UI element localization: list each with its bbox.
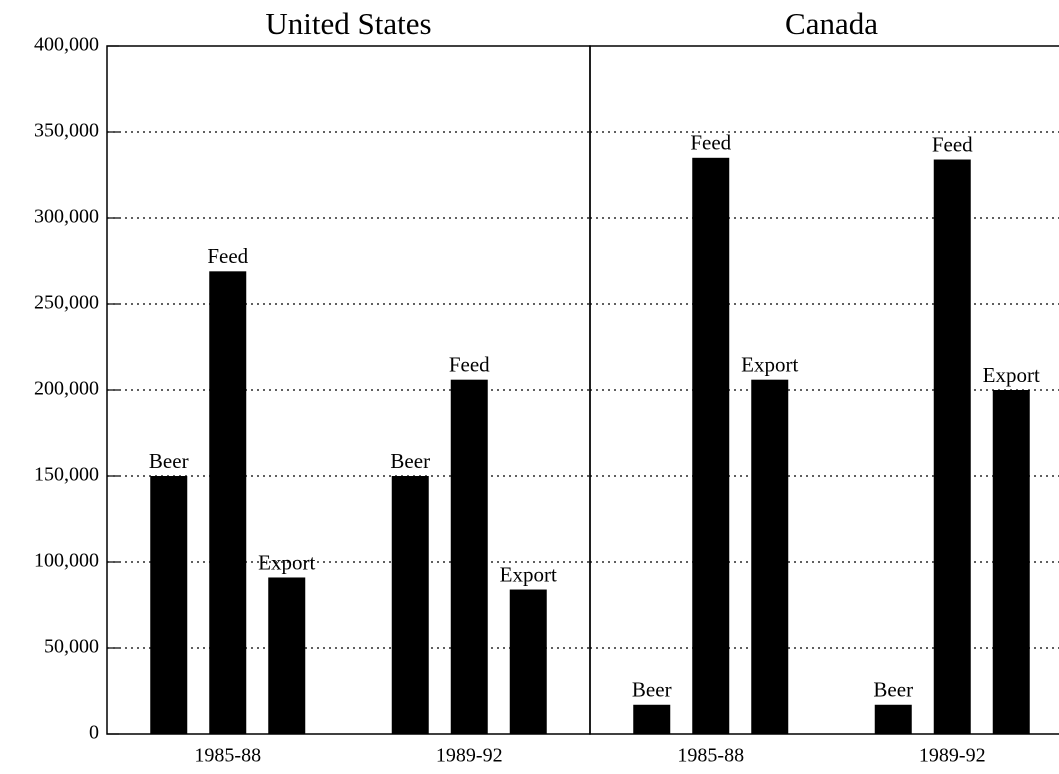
y-tick-label: 250,000 (34, 292, 99, 314)
bar (874, 704, 912, 734)
bar-label: Feed (449, 352, 490, 376)
bar (509, 589, 547, 734)
panel-title: United States (265, 6, 431, 41)
y-tick-label: 300,000 (34, 206, 99, 228)
bar-label: Export (741, 352, 798, 376)
y-tick-label: 150,000 (34, 464, 99, 486)
panel-frame (589, 45, 1059, 735)
y-tick-label: 400,000 (34, 34, 99, 56)
bar (209, 271, 247, 734)
panel-title: Canada (785, 6, 878, 41)
bar (391, 476, 429, 734)
bar (150, 476, 188, 734)
y-tick-label: 50,000 (44, 636, 99, 658)
bar-label: Export (258, 550, 315, 574)
bar (933, 159, 971, 734)
bar-label: Feed (207, 244, 248, 268)
x-tick-label: 1989-92 (919, 745, 986, 767)
y-tick-label: 350,000 (34, 120, 99, 142)
bar (751, 379, 789, 734)
bar-label: Beer (149, 449, 189, 473)
bar-label: Export (983, 363, 1040, 387)
bar (692, 157, 730, 735)
bar (633, 704, 671, 734)
bar (268, 577, 306, 734)
bar-label: Export (500, 562, 557, 586)
bar-label: Beer (873, 678, 913, 702)
bar-label: Feed (690, 131, 731, 155)
bar (450, 379, 488, 734)
bar-label: Feed (932, 132, 973, 156)
bar-label: Beer (632, 678, 672, 702)
y-tick-label: 0 (89, 722, 99, 744)
bar-label: Beer (390, 449, 430, 473)
bar (992, 390, 1030, 734)
x-tick-label: 1985-88 (677, 745, 744, 767)
x-tick-label: 1985-88 (194, 745, 261, 767)
y-tick-label: 100,000 (34, 550, 99, 572)
y-tick-label: 200,000 (34, 378, 99, 400)
x-tick-label: 1989-92 (436, 745, 503, 767)
